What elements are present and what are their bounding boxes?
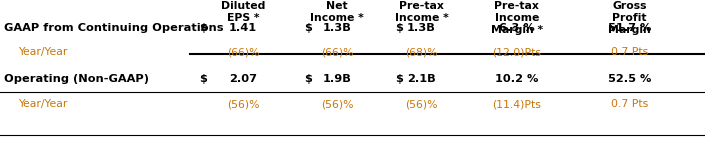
Text: Year/Year: Year/Year	[18, 47, 67, 57]
Text: (56)%: (56)%	[227, 99, 259, 109]
Text: (66)%: (66)%	[321, 47, 353, 57]
Text: 1.3B: 1.3B	[323, 23, 351, 33]
Text: $: $	[395, 74, 403, 84]
Text: 6.3 %: 6.3 %	[499, 23, 534, 33]
Text: Gross
Profit
Margin: Gross Profit Margin	[608, 1, 651, 35]
Text: $: $	[395, 23, 403, 33]
Text: 0.7 Pts: 0.7 Pts	[611, 99, 648, 109]
Text: GAAP from Continuing Operations: GAAP from Continuing Operations	[4, 23, 223, 33]
Text: 2.07: 2.07	[229, 74, 257, 84]
Text: 51.7 %: 51.7 %	[608, 23, 651, 33]
Text: 1.9B: 1.9B	[323, 74, 351, 84]
Text: 52.5 %: 52.5 %	[608, 74, 651, 84]
Text: Operating (Non-GAAP): Operating (Non-GAAP)	[4, 74, 149, 84]
Text: $: $	[305, 74, 312, 84]
Text: (12.0)Pts: (12.0)Pts	[492, 47, 541, 57]
Text: 10.2 %: 10.2 %	[495, 74, 539, 84]
Text: 2.1B: 2.1B	[407, 74, 436, 84]
Text: (56)%: (56)%	[405, 99, 438, 109]
Text: $: $	[199, 74, 207, 84]
Text: 0.7 Pts: 0.7 Pts	[611, 47, 648, 57]
Text: (66)%: (66)%	[227, 47, 259, 57]
Text: (68)%: (68)%	[405, 47, 438, 57]
Text: Net
Income *: Net Income *	[310, 1, 364, 23]
Text: Pre-tax
Income
Margin *: Pre-tax Income Margin *	[491, 1, 543, 35]
Text: Pre-tax
Income *: Pre-tax Income *	[395, 1, 448, 23]
Text: (56)%: (56)%	[321, 99, 353, 109]
Text: 1.3B: 1.3B	[407, 23, 436, 33]
Text: 1.41: 1.41	[229, 23, 257, 33]
Text: Diluted
EPS *: Diluted EPS *	[221, 1, 265, 23]
Text: (11.4)Pts: (11.4)Pts	[492, 99, 541, 109]
Text: Year/Year: Year/Year	[18, 99, 67, 109]
Text: $: $	[305, 23, 312, 33]
Text: $: $	[199, 23, 207, 33]
